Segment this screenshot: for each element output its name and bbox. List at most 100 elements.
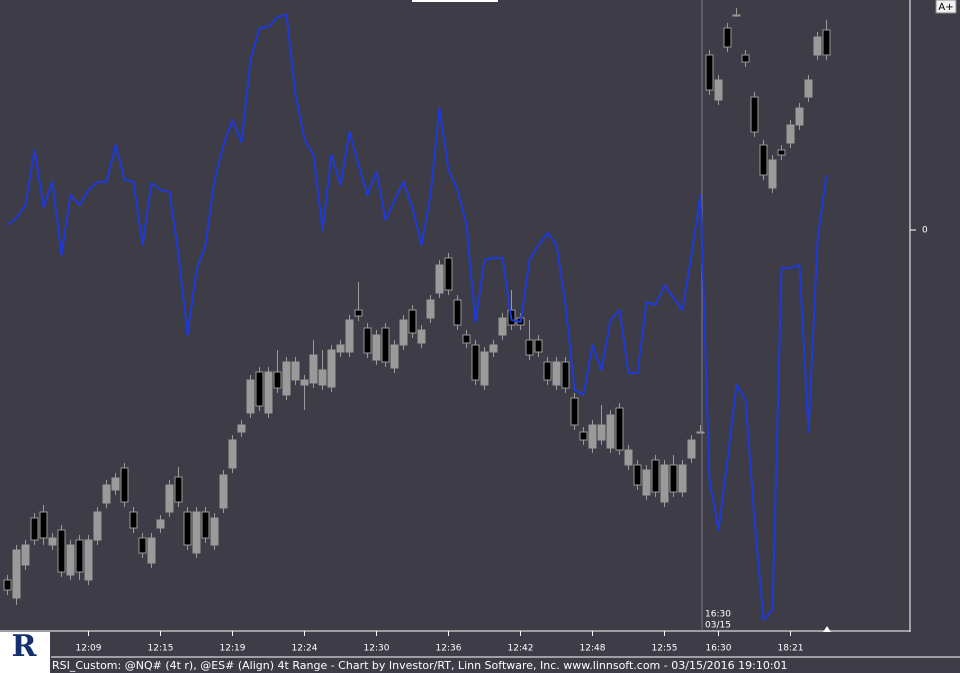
candle-body xyxy=(84,539,93,581)
candle-body xyxy=(408,309,417,334)
candle-body xyxy=(624,449,633,466)
candle-body xyxy=(435,264,444,294)
candle-body xyxy=(372,334,381,361)
candle-body xyxy=(822,29,831,56)
logo xyxy=(0,632,50,673)
candle-body xyxy=(120,467,129,503)
candle-body xyxy=(804,79,813,98)
candle-body xyxy=(777,149,786,156)
logo-letter: R xyxy=(12,629,38,664)
candle-body xyxy=(669,464,678,493)
footer-text: RSI_Custom: @NQ# (4t r), @ES# (Align) 4t… xyxy=(52,659,788,672)
candle-body xyxy=(759,144,768,176)
candle-body xyxy=(750,96,759,133)
candle-body xyxy=(552,361,561,386)
candle-body xyxy=(156,519,165,529)
candle-body xyxy=(597,424,606,441)
candle-body xyxy=(426,299,435,319)
candle-body xyxy=(93,511,102,541)
candle-body xyxy=(642,469,651,496)
x-tick-label: 16:30 xyxy=(706,644,732,654)
candle-body xyxy=(12,549,21,599)
candle-body xyxy=(30,517,39,541)
candle-body xyxy=(183,511,192,546)
x-tick-label: 12:09 xyxy=(76,644,102,654)
candle-body xyxy=(462,334,471,344)
candle-body xyxy=(291,361,300,381)
candle-body xyxy=(111,477,120,491)
candle-body xyxy=(795,107,804,126)
x-tick-label: 12:24 xyxy=(292,644,318,654)
candle-body xyxy=(354,309,363,317)
candle-body xyxy=(768,159,777,189)
candle-body xyxy=(606,414,615,449)
x-tick-label: 12:42 xyxy=(508,644,534,654)
candle-body xyxy=(678,464,687,493)
candle-body xyxy=(255,371,264,407)
candle-body xyxy=(48,537,57,546)
candle-body xyxy=(525,339,534,356)
candle-body xyxy=(345,319,354,353)
candle-body xyxy=(390,344,399,369)
candle-body xyxy=(651,459,660,493)
candle-body xyxy=(498,317,507,336)
candle-body xyxy=(381,327,390,363)
candle-body xyxy=(138,537,147,554)
indicator-line xyxy=(6,14,828,621)
session-date: 03/15 xyxy=(705,621,731,631)
y-tick-label: 0 xyxy=(922,226,928,236)
candle-body xyxy=(237,424,246,433)
candle-body xyxy=(3,579,12,591)
candle-body xyxy=(453,299,462,326)
candle-body xyxy=(561,361,570,389)
candle-body xyxy=(723,27,732,48)
candle-body xyxy=(327,349,336,388)
candle-body xyxy=(282,361,291,396)
candle-body xyxy=(300,379,309,386)
top-marker xyxy=(412,0,498,2)
candle-body xyxy=(39,511,48,539)
x-tick-label: 12:36 xyxy=(436,644,462,654)
zoom-button-label[interactable]: A+ xyxy=(938,2,953,13)
candle-body xyxy=(21,544,30,566)
candle-body xyxy=(318,369,327,386)
candle-body xyxy=(102,484,111,504)
candle-body xyxy=(615,407,624,451)
candle-body xyxy=(309,354,318,384)
x-tick-label: 12:15 xyxy=(148,644,174,654)
candle-body xyxy=(534,339,543,353)
candle-body xyxy=(588,424,597,449)
candle-body xyxy=(444,257,453,291)
candle-body xyxy=(363,327,372,354)
candle-body xyxy=(579,431,588,441)
session-time: 16:30 xyxy=(705,610,731,620)
zoom-button[interactable] xyxy=(935,0,957,14)
candle-body xyxy=(210,517,219,546)
candle-body xyxy=(192,511,201,554)
candle-body xyxy=(273,371,282,389)
x-tick-label: 18:21 xyxy=(778,644,804,654)
candle-body xyxy=(543,361,552,381)
candle-body xyxy=(732,14,741,17)
x-tick-label: 12:30 xyxy=(364,644,390,654)
candle-body xyxy=(57,529,66,573)
x-tick-label: 12:19 xyxy=(220,644,246,654)
candle-body xyxy=(201,511,210,539)
candle-body xyxy=(660,464,669,503)
candle-body xyxy=(696,431,705,434)
candle-body xyxy=(786,124,795,144)
candle-body xyxy=(147,537,156,564)
candle-body xyxy=(219,474,228,509)
candle-body xyxy=(687,439,696,459)
x-tick-label: 12:55 xyxy=(652,644,678,654)
candle-body xyxy=(480,351,489,386)
candle-body xyxy=(264,371,273,414)
candle-body xyxy=(399,319,408,346)
scroll-marker xyxy=(823,626,831,632)
x-tick-label: 12:48 xyxy=(580,644,606,654)
candle-body xyxy=(471,344,480,381)
candle-body xyxy=(75,539,84,573)
